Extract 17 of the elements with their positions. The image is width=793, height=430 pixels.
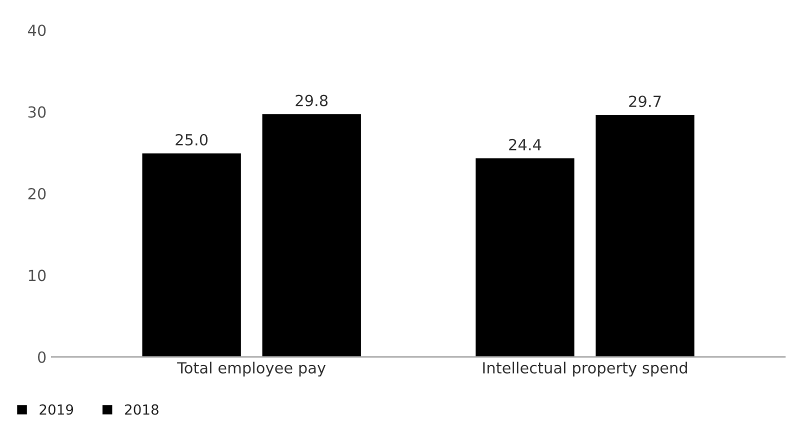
bar — [594, 114, 696, 357]
bar — [474, 156, 576, 357]
data-label: 29.8 — [296, 94, 328, 106]
legend-label: 2018 — [125, 404, 158, 415]
y-tick-label: 40 — [28, 24, 46, 36]
x-tick-label: Intellectual property spend — [483, 362, 687, 377]
data-label: 25.0 — [176, 134, 208, 146]
bar — [140, 152, 242, 357]
legend-label: 2019 — [40, 404, 74, 415]
bar — [260, 112, 362, 357]
y-tick-label: 10 — [28, 270, 46, 282]
data-label: 29.7 — [629, 96, 661, 108]
x-tick-label: Total employee pay — [177, 362, 326, 377]
data-label: 24.4 — [509, 138, 542, 150]
y-tick-label: 0 — [38, 351, 46, 363]
y-tick-label: 30 — [28, 106, 46, 118]
y-tick-label: 20 — [28, 188, 46, 200]
